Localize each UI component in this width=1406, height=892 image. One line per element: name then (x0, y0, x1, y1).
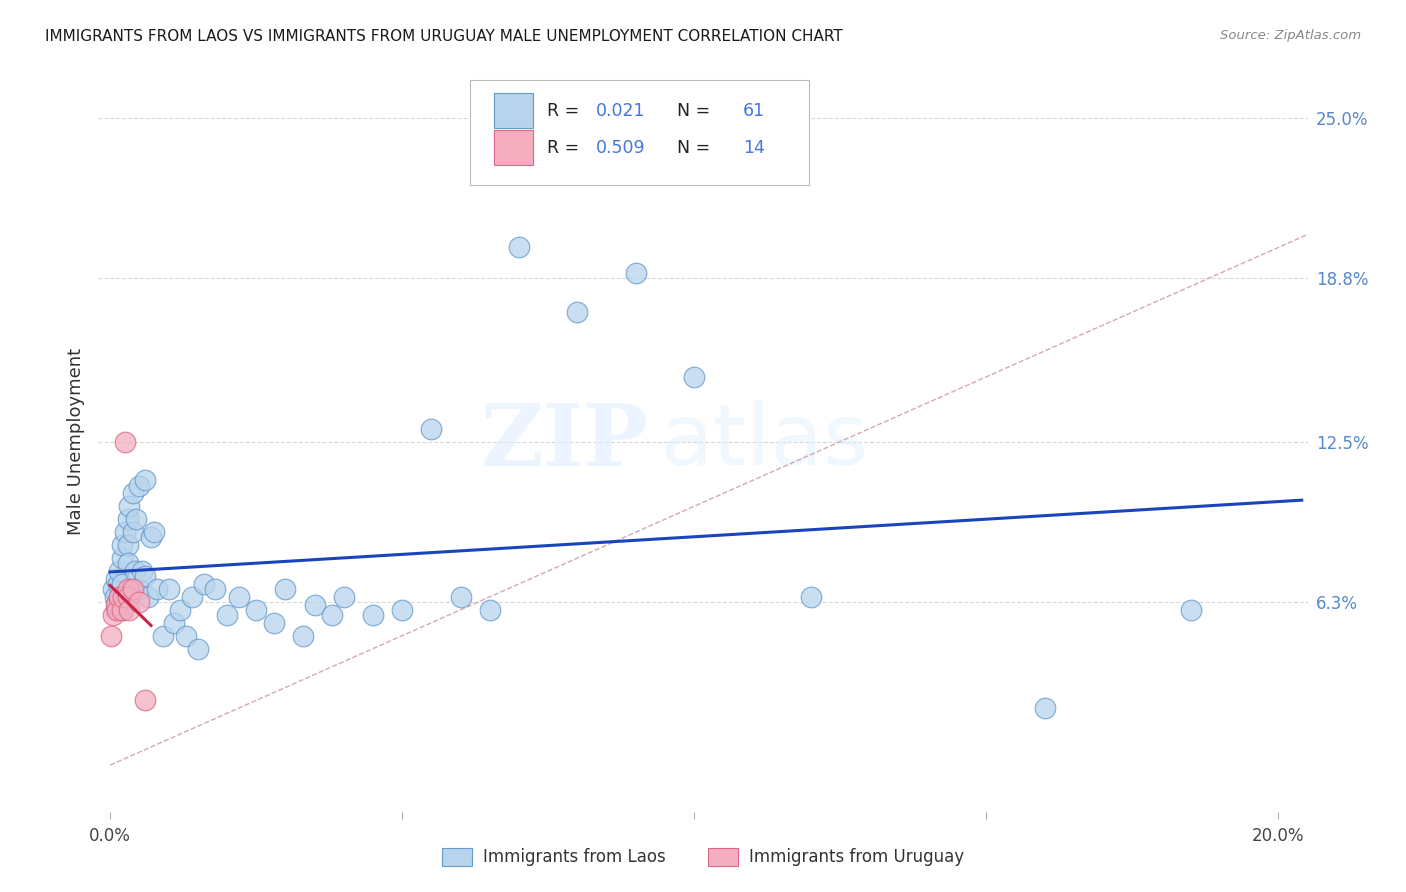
Point (118, 500, 141, 514)
Point (245, 603, 267, 617)
Point (304, 598, 326, 612)
Point (117, 590, 139, 604)
Point (624, 266, 647, 280)
Point (104, 572, 127, 586)
Point (391, 603, 413, 617)
Point (122, 582, 145, 596)
Point (101, 607, 124, 622)
Point (101, 582, 124, 596)
Y-axis label: Male Unemployment: Male Unemployment (66, 348, 84, 535)
Point (131, 564, 153, 578)
Text: R =: R = (547, 102, 585, 120)
Point (187, 641, 209, 656)
Point (118, 603, 141, 617)
Point (111, 590, 134, 604)
Point (478, 603, 501, 617)
Point (134, 693, 156, 707)
Point (124, 564, 146, 578)
Point (169, 603, 191, 617)
Point (508, 240, 530, 254)
Point (163, 615, 186, 630)
Point (114, 434, 136, 449)
FancyBboxPatch shape (470, 80, 810, 185)
Point (321, 607, 343, 622)
Text: R =: R = (547, 138, 585, 157)
FancyBboxPatch shape (494, 93, 533, 128)
Text: 0.509: 0.509 (595, 138, 645, 157)
Point (1180, 603, 1202, 617)
Point (361, 607, 384, 622)
Point (1033, 701, 1056, 715)
Point (117, 512, 139, 526)
Point (567, 305, 589, 319)
Point (108, 564, 131, 578)
Point (142, 525, 165, 540)
Point (274, 582, 297, 596)
Point (263, 615, 285, 630)
Point (193, 577, 215, 591)
Point (107, 577, 129, 591)
Point (450, 590, 472, 604)
Point (114, 525, 136, 540)
Point (134, 569, 156, 583)
Point (122, 486, 145, 500)
Point (105, 595, 128, 609)
Text: 61: 61 (742, 102, 765, 120)
Point (134, 474, 156, 488)
Point (204, 582, 226, 596)
Point (180, 590, 202, 604)
Point (152, 629, 174, 643)
Point (100, 629, 122, 643)
Point (128, 478, 150, 492)
Point (800, 590, 823, 604)
Point (215, 607, 238, 622)
Text: atlas: atlas (661, 400, 869, 483)
Point (157, 582, 180, 596)
Point (120, 582, 142, 596)
Text: N =: N = (665, 138, 716, 157)
Point (122, 525, 145, 540)
Point (111, 577, 134, 591)
Point (332, 590, 354, 604)
Text: IMMIGRANTS FROM LAOS VS IMMIGRANTS FROM URUGUAY MALE UNEMPLOYMENT CORRELATION CH: IMMIGRANTS FROM LAOS VS IMMIGRANTS FROM … (45, 29, 842, 44)
Text: 0.021: 0.021 (595, 102, 645, 120)
Point (105, 603, 128, 617)
Text: Source: ZipAtlas.com: Source: ZipAtlas.com (1220, 29, 1361, 42)
FancyBboxPatch shape (494, 130, 533, 165)
Point (420, 421, 443, 435)
Point (104, 590, 127, 604)
Point (128, 595, 150, 609)
Point (139, 530, 162, 544)
Text: N =: N = (665, 102, 716, 120)
Point (111, 603, 134, 617)
Point (117, 582, 139, 596)
Point (136, 590, 159, 604)
Point (146, 582, 169, 596)
Point (104, 598, 127, 612)
Legend: Immigrants from Laos, Immigrants from Uruguay: Immigrants from Laos, Immigrants from Ur… (434, 841, 972, 873)
Point (128, 582, 150, 596)
Point (117, 538, 139, 552)
Point (111, 551, 134, 566)
Point (683, 369, 706, 384)
Point (108, 590, 131, 604)
Text: 14: 14 (742, 138, 765, 157)
Text: ZIP: ZIP (481, 400, 648, 483)
Point (111, 603, 134, 617)
Point (174, 629, 197, 643)
Point (117, 556, 139, 570)
Point (291, 629, 314, 643)
Point (104, 603, 127, 617)
Point (108, 590, 131, 604)
Point (111, 538, 134, 552)
Point (228, 590, 250, 604)
Point (125, 512, 148, 526)
